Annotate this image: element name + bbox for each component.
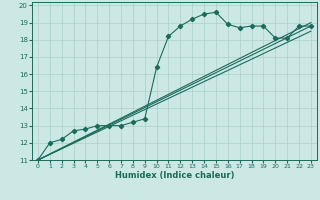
X-axis label: Humidex (Indice chaleur): Humidex (Indice chaleur) xyxy=(115,171,234,180)
